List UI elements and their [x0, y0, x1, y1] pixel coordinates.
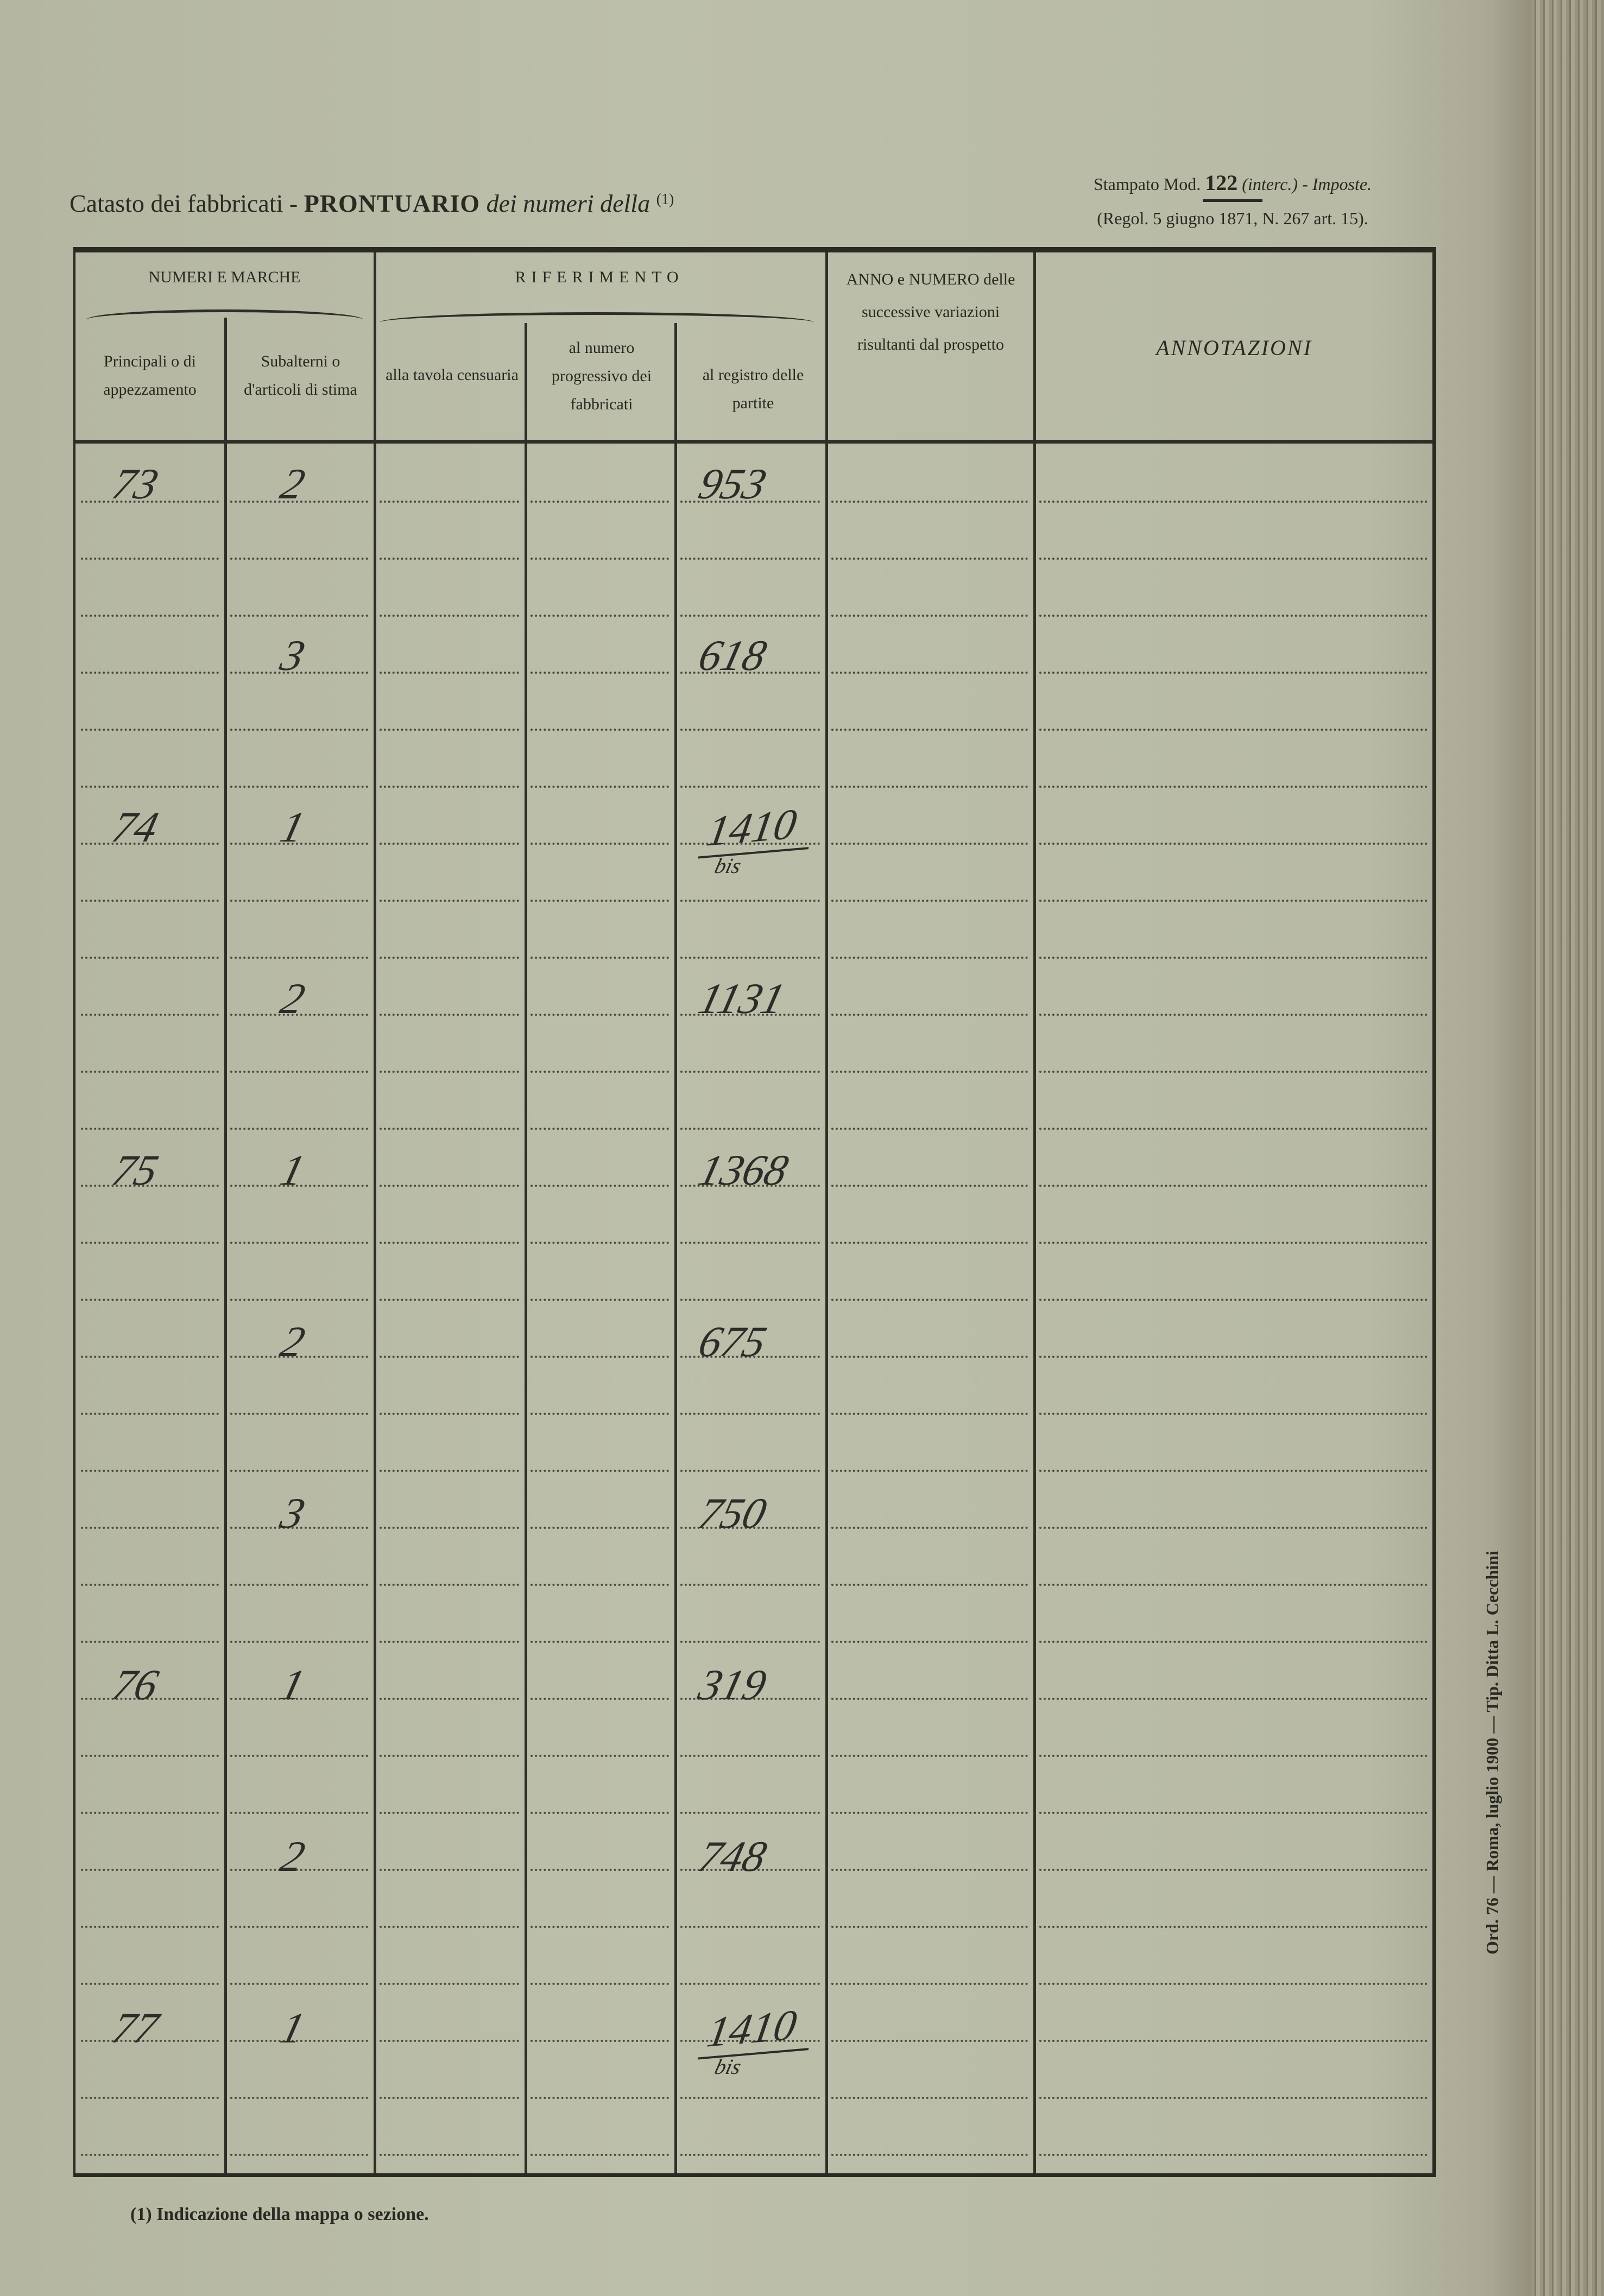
column-divider	[825, 252, 828, 2173]
table-body: 73 2 953 3 618 74 1 1410 bis 2 1131 75 1 1368 2 675 3 750…	[75, 444, 1432, 2173]
registro-partita: 750	[694, 1489, 771, 1538]
subalterno-number: 1	[276, 1146, 310, 1195]
header-principali: Principali o di appezzamento	[103, 352, 197, 399]
stamp-regulation: (Regol. 5 giugno 1871, N. 267 art. 15).	[1097, 208, 1368, 228]
header-anno-numero: ANNO e NUMERO delle successive variazion…	[846, 270, 1015, 353]
principale-number-value: 76	[108, 1661, 163, 1709]
column-divider	[525, 323, 527, 2173]
registro-partita-value: 1410	[698, 1999, 817, 2060]
registro-partita-value: 319	[694, 1661, 771, 1709]
registro-note: bis	[712, 2054, 744, 2079]
title-bold: PRONTUARIO	[304, 189, 481, 217]
registro-partita: 319	[694, 1661, 771, 1710]
registro-partita: 1368	[694, 1146, 793, 1195]
principale-number-value: 75	[108, 1147, 163, 1194]
registro-partita-value: 750	[694, 1490, 771, 1538]
subalterno-number: 2	[276, 1318, 310, 1367]
registro-partita-value: 618	[694, 632, 771, 680]
subalterno-number-value: 1	[276, 1661, 310, 1709]
registro-partita: 1131	[694, 975, 790, 1023]
column-divider	[1033, 252, 1036, 2173]
subalterno-number-value: 3	[276, 1490, 310, 1538]
subalterno-number: 2	[276, 1832, 310, 1881]
principale-number: 77	[108, 2004, 163, 2053]
subalterno-number-value: 2	[276, 1318, 310, 1366]
page-title: Catasto dei fabbricati - PRONTUARIO dei …	[70, 185, 674, 219]
printer-imprint: Ord. 76 — Roma, luglio 1900 — Tip. Ditta…	[1482, 1551, 1502, 1955]
registro-partita-value: 1368	[694, 1147, 793, 1194]
header-subalterni: Subalterni o d'articoli di stima	[244, 352, 357, 399]
registro-partita: 675	[694, 1318, 771, 1367]
column-divider	[224, 318, 227, 440]
title-italic: dei numeri della	[486, 189, 651, 217]
registro-partita-value: 953	[694, 460, 771, 508]
column-divider	[224, 440, 227, 2173]
registro-partita-value: 748	[694, 1833, 771, 1881]
subalterno-number-value: 1	[276, 2004, 310, 2052]
stamp-rule	[1203, 199, 1262, 202]
title-prefix: Catasto dei fabbricati -	[70, 189, 298, 217]
book-page-edges	[1531, 0, 1604, 2296]
stamp-suffix: (interc.) - Imposte.	[1242, 174, 1372, 194]
registro-partita: 748	[694, 1832, 771, 1881]
registro-partita: 618	[694, 631, 771, 680]
column-divider	[374, 252, 376, 2173]
footnote: (1) Indicazione della mappa o sezione.	[130, 2204, 429, 2224]
brace	[86, 309, 363, 320]
principale-number: 75	[108, 1146, 163, 1195]
subalterno-number: 2	[276, 975, 310, 1023]
header-riferimento: RIFERIMENTO	[515, 268, 684, 286]
registro-note: bis	[712, 853, 744, 878]
principale-number: 76	[108, 1661, 163, 1710]
subalterno-number-value: 2	[276, 1833, 310, 1881]
subalterno-number: 3	[276, 1489, 310, 1538]
registro-partita-value: 1131	[694, 975, 790, 1023]
stamp-label: Stampato Mod.	[1093, 174, 1201, 194]
header-rule	[75, 440, 1432, 444]
register-table: NUMERI E MARCHE RIFERIMENTO Principali o…	[73, 247, 1436, 2177]
subalterno-number: 1	[276, 2004, 310, 2053]
header-registro: al registro delle partite	[702, 366, 804, 412]
title-note: (1)	[656, 191, 674, 208]
column-divider	[674, 323, 677, 2173]
header-numero: al numero progressivo dei fabbricati	[551, 339, 652, 413]
header-annotazioni: ANNOTAZIONI	[1156, 336, 1312, 360]
stamp-number: 122	[1205, 170, 1238, 195]
header-numeri-marche: NUMERI E MARCHE	[148, 268, 301, 286]
registro-partita: 1410 bis	[691, 798, 818, 878]
header-tavola: alla tavola censuaria	[386, 366, 519, 384]
registro-partita-value: 675	[694, 1318, 771, 1366]
registro-partita-value: 1410	[698, 798, 817, 859]
principale-number-value: 77	[108, 2004, 163, 2052]
registro-partita: 953	[694, 460, 771, 509]
subalterno-number-value: 1	[276, 1147, 310, 1194]
brace	[380, 312, 814, 322]
registro-partita: 1410 bis	[691, 1999, 818, 2079]
subalterno-number: 1	[276, 1661, 310, 1710]
form-stamp: Stampato Mod. 122 (interc.) - Imposte. (…	[1021, 171, 1444, 230]
